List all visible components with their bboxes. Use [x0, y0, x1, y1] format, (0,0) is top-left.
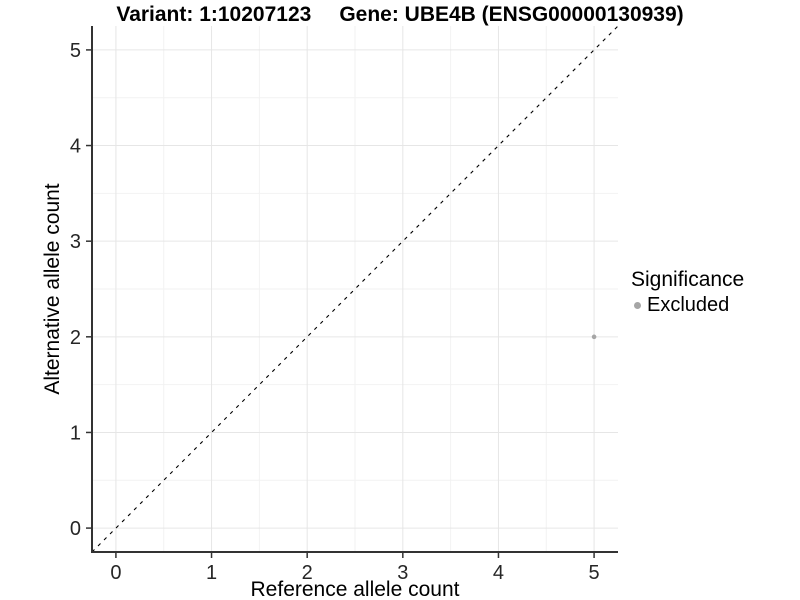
variant-title: Variant: 1:10207123 — [116, 3, 312, 26]
x-tick-label: 0 — [110, 562, 121, 584]
x-tick-label: 3 — [397, 562, 408, 584]
data-point — [591, 334, 597, 340]
x-tick-label: 5 — [589, 562, 600, 584]
y-tick-label: 5 — [70, 40, 81, 62]
x-tick-label: 4 — [493, 562, 504, 584]
y-tick-label: 4 — [70, 136, 81, 158]
y-tick-label: 1 — [70, 422, 81, 444]
y-tick-label: 0 — [70, 518, 81, 540]
y-tick-label: 2 — [70, 327, 81, 349]
plot-title: Variant: 1:10207123 Gene: UBE4B (ENSG000… — [0, 3, 800, 27]
gene-title: Gene: UBE4B (ENSG00000130939) — [339, 3, 684, 26]
legend-title: Significance — [631, 268, 745, 291]
y-tick-label: 3 — [70, 231, 81, 253]
plot-panel: 0 1 2 3 4 5 0 1 2 3 4 5 — [70, 26, 619, 584]
x-tick-label: 2 — [302, 562, 313, 584]
legend-marker-circle-icon — [634, 302, 641, 309]
legend-entry-excluded: Excluded — [631, 294, 744, 317]
legend: Significance Excluded — [631, 268, 744, 317]
legend-entry-label: Excluded — [647, 294, 730, 316]
x-axis-title: Reference allele count — [250, 578, 460, 600]
x-tick-label: 1 — [206, 562, 217, 584]
